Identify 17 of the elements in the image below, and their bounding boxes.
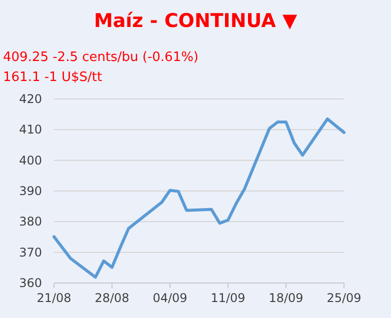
x-tick-label: 04/09 — [152, 291, 188, 305]
x-tick-label: 21/08 — [36, 291, 72, 305]
y-tick-label: 390 — [19, 184, 42, 198]
chart-title: Maíz - CONTINUA ▼ — [94, 10, 298, 32]
text: 161.1 -1 U$S/tt — [3, 70, 102, 85]
y-tick-label: 400 — [19, 153, 42, 168]
line-series — [52, 117, 346, 279]
chart-subtitle: 409.25 -2.5 cents/bu (-0.61%) — [3, 50, 199, 65]
x-tick-label: 11/09 — [210, 291, 246, 305]
x-tick-label: 25/09 — [326, 291, 362, 305]
x-tick-label: 28/08 — [94, 291, 130, 305]
x-tick-label: 18/09 — [268, 291, 304, 305]
y-tick-label: 360 — [19, 276, 42, 290]
y-tick-label: 420 — [19, 92, 42, 106]
y-tick-label: 410 — [19, 122, 42, 137]
y-tick-label: 370 — [19, 245, 42, 260]
y-tick-label: 380 — [19, 214, 42, 229]
